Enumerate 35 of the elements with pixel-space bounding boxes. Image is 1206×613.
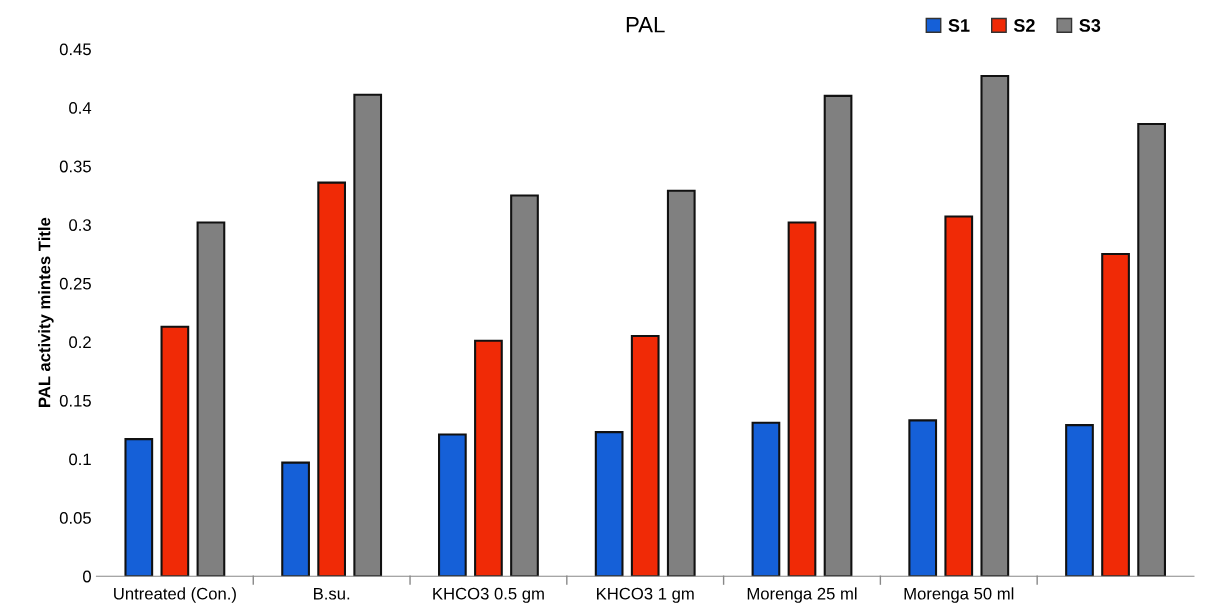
y-tick-label: 0.25	[59, 277, 91, 290]
bar	[787, 221, 817, 577]
y-tick-label: 0.2	[69, 336, 91, 349]
x-tick-label: KHCO3 1 gm	[597, 587, 694, 603]
chart-title: PAL	[626, 17, 665, 33]
y-tick-label: 0.45	[59, 43, 91, 56]
x-tick-label: KHCO3 0.5 gm	[433, 587, 544, 603]
bar	[160, 325, 190, 577]
y-tick-label: 0.15	[59, 394, 91, 407]
legend-label: S1	[948, 19, 970, 32]
y-axis-title: PAL activity mintes Title	[38, 217, 54, 407]
bar	[944, 215, 974, 577]
y-tick-label: 0.05	[59, 512, 91, 524]
bar	[751, 421, 781, 577]
x-tick-label: Morenga 50 ml	[904, 587, 1014, 603]
y-tick-label: 0.1	[69, 453, 91, 466]
bar	[594, 431, 624, 577]
legend-label: S3	[1079, 19, 1101, 32]
x-tick-label: Morenga 25 ml	[747, 587, 857, 603]
bar	[908, 419, 938, 577]
y-tick-label: 0	[83, 570, 91, 583]
x-tick-label: Untreated (Con.)	[114, 587, 236, 603]
bar	[1101, 253, 1130, 577]
bar	[281, 461, 310, 577]
y-tick-label: 0.3	[69, 219, 91, 231]
x-tick-label: B.su.	[314, 587, 350, 600]
legend-label: S2	[1013, 19, 1035, 32]
y-tick-label: 0.35	[59, 160, 91, 173]
y-tick-label: 0.4	[69, 102, 92, 114]
bar	[317, 181, 347, 577]
bar	[124, 438, 154, 577]
bar	[474, 339, 503, 577]
bar	[438, 433, 467, 577]
bar	[1065, 424, 1094, 577]
bar	[630, 335, 660, 577]
